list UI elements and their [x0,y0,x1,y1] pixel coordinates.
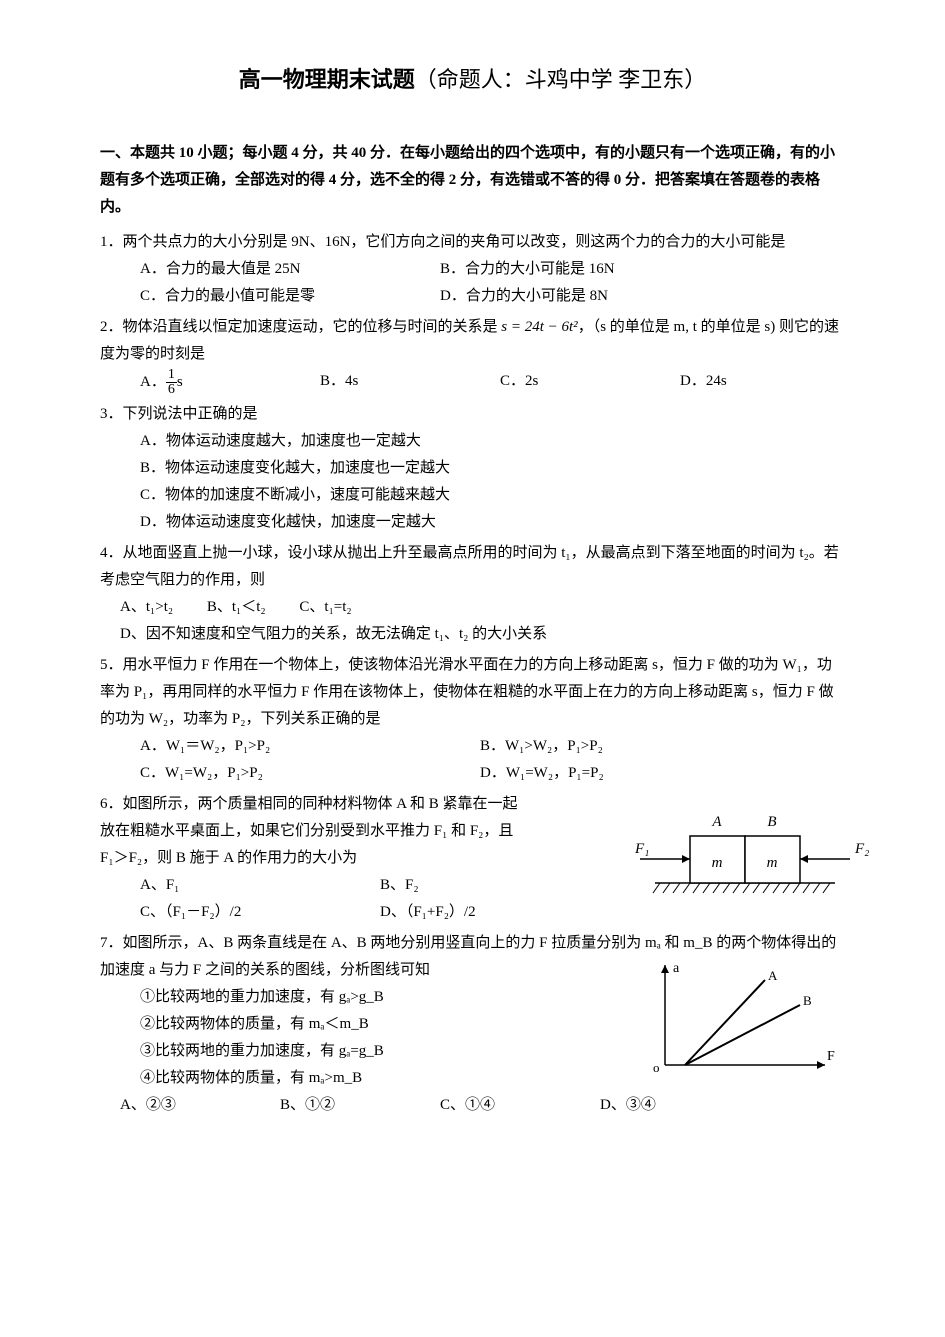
q4-opt-d: D、因不知速度和空气阻力的关系，故无法确定 t₁、t₂ 的大小关系 [120,621,845,648]
question-4: 4．从地面竖直上抛一小球，设小球从抛出上升至最高点所用的时间为 t₁，从最高点到… [100,540,845,648]
q5-opt-d: D．W₁=W₂，P₁=P₂ [480,760,604,787]
frac-num: 1 [166,368,177,383]
q7-opt-a: A、②③ [120,1092,240,1119]
q4-text: 4．从地面竖直上抛一小球，设小球从抛出上升至最高点所用的时间为 t₁，从最高点到… [100,540,845,594]
q3-opt-a: A．物体运动速度越大，加速度也一定越大 [140,428,845,455]
q2-opt-c: C．2s [500,368,640,397]
fig-label-b: B [767,814,776,830]
line-a-label: A [768,968,778,983]
question-6: 6．如图所示，两个质量相同的同种材料物体 A 和 B 紧靠在一起放在粗糙水平桌面… [100,791,845,926]
q2-a-prefix: A． [140,374,166,390]
q1-text: 1．两个共点力的大小分别是 9N、16N，它们方向之间的夹角可以改变，则这两个力… [100,229,845,256]
question-7: 7．如图所示，A、B 两条直线是在 A、B 两地分别用竖直向上的力 F 拉质量分… [100,930,845,1119]
q4-opt-a: A、t₁>t₂ [120,599,173,615]
document-title: 高一物理期末试题（命题人：斗鸡中学 李卫东） [100,60,845,100]
q2-text: 2．物体沿直线以恒定加速度运动，它的位移与时间的关系是 s = 24t − 6t… [100,314,845,368]
fig-label-f1: F₁ [634,841,649,857]
frac-den: 6 [166,383,177,397]
axis-a-label: a [673,961,680,976]
question-5: 5．用水平恒力 F 作用在一个物体上，使该物体沿光滑水平面在力的方向上移动距离 … [100,652,845,787]
line-b-label: B [803,993,812,1008]
q2-opt-d: D．24s [680,368,727,397]
question-1: 1．两个共点力的大小分别是 9N、16N，它们方向之间的夹角可以改变，则这两个力… [100,229,845,310]
q7-figure: a F o A B [635,950,845,1100]
q7-opt-c: C、①④ [440,1092,560,1119]
q6-opt-c: C、（F₁－F₂）/2 [140,899,340,926]
title-main: 高一物理期末试题 [239,67,415,92]
q5-opt-b: B．W₁>W₂，P₁>P₂ [480,733,603,760]
fig-label-m2: m [767,855,778,871]
q1-opt-c: C．合力的最小值可能是零 [140,283,400,310]
q2-opt-b: B．4s [320,368,460,397]
q2-formula: s = 24t − 6t² [501,319,577,335]
fig-label-m1: m [712,855,723,871]
q5-opt-a: A．W₁＝W₂，P₁>P₂ [140,733,440,760]
q2-opt-a: A．16s [140,368,280,397]
q1-opt-a: A．合力的最大值是 25N [140,256,400,283]
q3-opt-d: D．物体运动速度变化越快，加速度一定越大 [140,509,845,536]
question-2: 2．物体沿直线以恒定加速度运动，它的位移与时间的关系是 s = 24t − 6t… [100,314,845,397]
q3-text: 3．下列说法中正确的是 [100,401,845,428]
q4-opt-b: B、t₁＜t₂ [207,599,266,615]
fig-label-a: A [711,814,722,830]
origin-label: o [653,1060,660,1075]
axis-f-label: F [827,1049,835,1064]
q1-opt-b: B．合力的大小可能是 16N [440,256,615,283]
q4-opt-c: C、t₁=t₂ [299,599,351,615]
q2-a-suffix: s [177,374,183,390]
q3-opt-c: C．物体的加速度不断减小，速度可能越来越大 [140,482,845,509]
q6-opt-d: D、（F₁+F₂）/2 [380,899,476,926]
q6-figure: A B F₁ F₂ m m [605,801,865,911]
q6-text: 6．如图所示，两个质量相同的同种材料物体 A 和 B 紧靠在一起放在粗糙水平桌面… [100,791,530,872]
section-header: 一、本题共 10 小题；每小题 4 分，共 40 分．在每小题给出的四个选项中，… [100,140,845,221]
q2-text-pre: 2．物体沿直线以恒定加速度运动，它的位移与时间的关系是 [100,319,501,335]
q6-opt-b: B、F₂ [380,872,419,899]
q5-opt-c: C．W₁=W₂，P₁>P₂ [140,760,440,787]
q7-opt-b: B、①② [280,1092,400,1119]
fig-label-f2: F₂ [854,841,869,857]
fraction: 16 [166,368,177,397]
q6-opt-a: A、F₁ [140,872,340,899]
q1-opt-d: D．合力的大小可能是 8N [440,283,608,310]
question-3: 3．下列说法中正确的是 A．物体运动速度越大，加速度也一定越大 B．物体运动速度… [100,401,845,536]
q3-opt-b: B．物体运动速度变化越大，加速度也一定越大 [140,455,845,482]
q5-text: 5．用水平恒力 F 作用在一个物体上，使该物体沿光滑水平面在力的方向上移动距离 … [100,652,845,733]
title-sub: （命题人：斗鸡中学 李卫东） [415,67,707,92]
